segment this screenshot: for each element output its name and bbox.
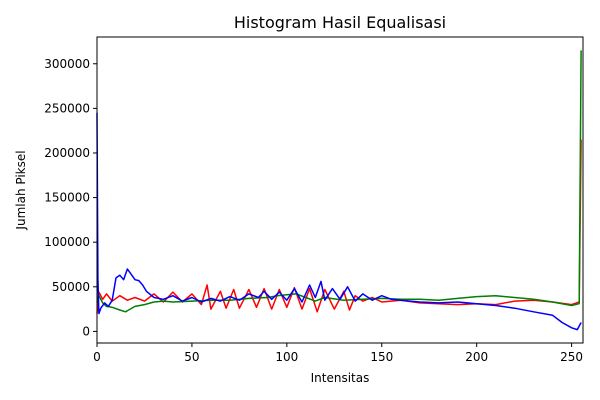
plot-frame [96,36,584,344]
x-tick-label: 150 [370,350,393,364]
y-tick-label: 100000 [44,235,90,249]
chart-title: Histogram Hasil Equalisasi [234,13,446,32]
x-tick-label: 0 [93,350,101,364]
x-tick-label: 100 [275,350,298,364]
y-tick-label: 250000 [44,101,90,115]
x-tick-label: 250 [560,350,583,364]
x-axis: 0 50 100 150 200 250 [93,343,583,364]
y-axis-label: Jumlah Piksel [14,150,28,230]
y-tick-label: 0 [82,324,90,338]
series-line-2 [96,112,582,331]
series-layer [96,50,582,331]
x-tick-label: 200 [465,350,488,364]
x-tick-label: 50 [184,350,199,364]
x-axis-label: Intensitas [311,371,370,385]
y-tick-label: 150000 [44,191,90,205]
y-tick-label: 50000 [52,280,90,294]
y-tick-label: 300000 [44,57,90,71]
y-tick-label: 200000 [44,146,90,160]
series-line-0 [96,139,582,314]
series-line-1 [96,50,582,313]
y-axis: 0 50000 100000 150000 200000 250000 300000 [44,57,97,338]
